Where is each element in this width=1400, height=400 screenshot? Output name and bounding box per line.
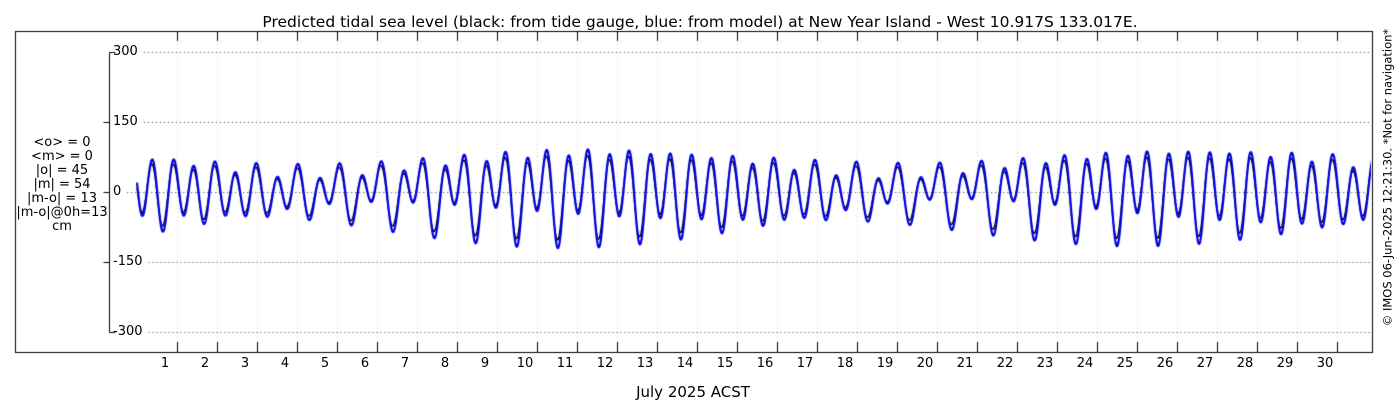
stat-abs-o: |o| = 45: [35, 163, 89, 178]
x-day-label: 14: [676, 356, 694, 371]
x-day-label: 9: [480, 356, 490, 371]
x-day-label: 20: [916, 356, 934, 371]
x-day-label: 26: [1156, 356, 1174, 371]
x-day-label: 1: [160, 356, 170, 371]
x-day-label: 21: [956, 356, 974, 371]
x-day-label: 2: [200, 356, 210, 371]
x-day-label: 18: [836, 356, 854, 371]
stat-mean-m: <m> = 0: [31, 149, 93, 164]
y-tick-label: 300: [113, 44, 138, 59]
y-tick-label: 0: [113, 184, 122, 199]
chart-title: Predicted tidal sea level (black: from t…: [262, 13, 1138, 31]
x-day-label: 7: [400, 356, 410, 371]
y-tick-label: 150: [113, 114, 138, 129]
x-day-label: 23: [1036, 356, 1054, 371]
x-day-label: 28: [1236, 356, 1254, 371]
y-tick-label: -300: [113, 324, 143, 339]
x-day-label: 29: [1276, 356, 1294, 371]
x-day-label: 16: [756, 356, 774, 371]
x-axis-title: July 2025 ACST: [636, 383, 750, 400]
x-day-label: 3: [240, 356, 250, 371]
x-day-label: 4: [280, 356, 290, 371]
x-day-label: 30: [1316, 356, 1334, 371]
x-day-label: 8: [440, 356, 450, 371]
x-day-label: 22: [996, 356, 1014, 371]
stat-abs-m-minus-o: |m-o| = 13: [26, 191, 97, 206]
x-day-label: 10: [516, 356, 534, 371]
x-day-label: 13: [636, 356, 654, 371]
x-day-label: 25: [1116, 356, 1134, 371]
stat-abs-m: |m| = 54: [33, 177, 91, 192]
x-day-label: 5: [320, 356, 330, 371]
stat-units: cm: [52, 219, 72, 234]
stats-block: <o> = 0 <m> = 0 |o| = 45 |m| = 54 |m-o| …: [12, 136, 112, 234]
x-day-label: 27: [1196, 356, 1214, 371]
x-day-label: 15: [716, 356, 734, 371]
y-tick-label: -150: [113, 254, 143, 269]
x-day-label: 24: [1076, 356, 1094, 371]
x-day-label: 6: [360, 356, 370, 371]
x-day-label: 19: [876, 356, 894, 371]
x-day-label: 17: [796, 356, 814, 371]
stat-abs-m-minus-o-0h: |m-o|@0h=13: [16, 205, 108, 220]
stat-mean-o: <o> = 0: [33, 135, 91, 150]
x-day-label: 11: [556, 356, 574, 371]
x-day-label: 12: [596, 356, 614, 371]
imos-copyright-watermark: © IMOS 06-Jun-2025 12:21:30. *Not for na…: [1380, 28, 1395, 327]
